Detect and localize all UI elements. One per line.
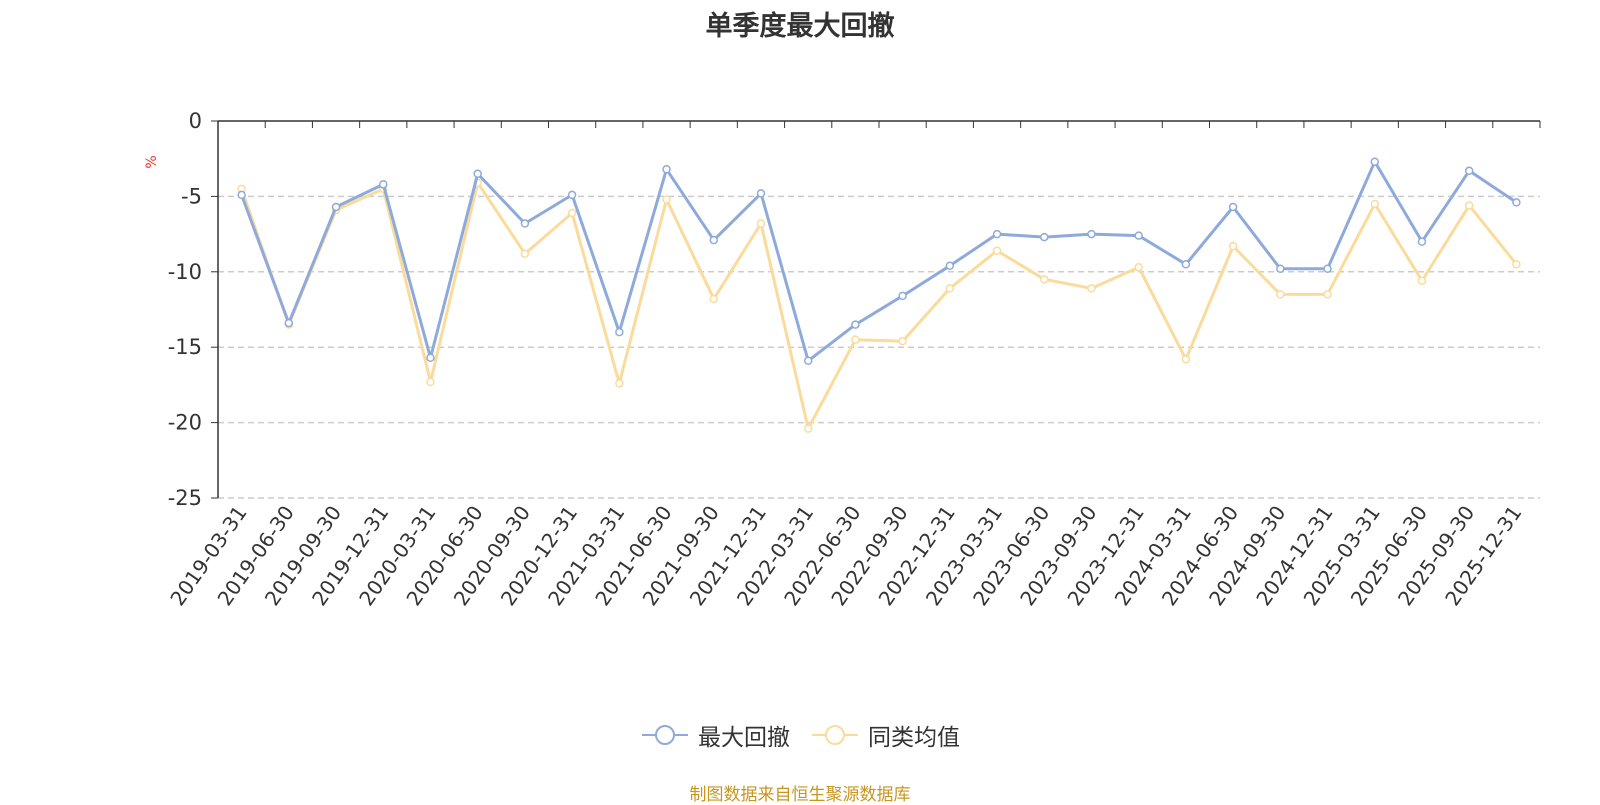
data-point: [1512, 198, 1521, 207]
series-line: [240, 160, 1518, 363]
data-point: [1040, 232, 1049, 242]
series-layer: [237, 157, 1521, 433]
data-point: [756, 219, 766, 228]
data-point: [945, 261, 955, 271]
axes: 0-5-10-15-20-252019-03-312019-06-302019-…: [165, 109, 1541, 610]
data-point: [992, 246, 1002, 255]
data-point: [1370, 157, 1379, 166]
data-point: [1417, 237, 1427, 246]
y-tick-label: 0: [189, 109, 202, 133]
data-point: [1323, 290, 1332, 299]
legend-label: 同类均值: [868, 725, 960, 751]
data-point: [520, 219, 530, 228]
data-point: [615, 379, 624, 388]
data-point: [851, 335, 860, 344]
data-point: [284, 318, 294, 328]
data-point: [1464, 166, 1474, 176]
data-point: [1040, 275, 1049, 284]
legend-line-circle-icon: [812, 725, 858, 745]
data-point: [1181, 260, 1191, 269]
y-tick-label: -5: [181, 184, 202, 208]
legend-item-peer-average[interactable]: 同类均值: [810, 718, 960, 752]
data-point: [898, 336, 907, 346]
data-point: [662, 165, 671, 174]
data-point: [1228, 241, 1238, 251]
y-tick-label: -25: [168, 486, 202, 510]
data-point: [1464, 201, 1474, 210]
source-note: 制图数据来自恒生聚源数据库: [689, 785, 911, 805]
data-point: [803, 356, 813, 366]
legend-line-circle-icon: [642, 725, 688, 745]
data-point: [662, 195, 671, 204]
legend: 最大回撤 同类均值: [0, 718, 1600, 752]
data-point: [709, 235, 718, 245]
data-point: [331, 202, 341, 212]
y-tick-label: -10: [168, 260, 202, 284]
data-point: [709, 294, 718, 304]
data-point: [473, 169, 482, 179]
data-point: [1087, 229, 1096, 239]
data-point: [1134, 263, 1143, 272]
y-axis-unit: %: [144, 155, 160, 168]
data-point: [1512, 260, 1521, 269]
data-point: [1276, 290, 1285, 299]
data-point: [567, 190, 577, 200]
data-point: [1417, 276, 1427, 286]
data-point: [1370, 199, 1379, 209]
y-tick-label: -15: [168, 335, 202, 359]
data-point: [1228, 202, 1238, 212]
series-line: [240, 181, 1518, 431]
data-point: [1134, 231, 1143, 240]
grid-lines: [218, 195, 1540, 499]
data-point: [898, 291, 907, 301]
data-point: [426, 353, 435, 363]
chart-title: 单季度最大回撤: [705, 11, 895, 42]
data-point: [803, 424, 813, 433]
data-point: [567, 208, 577, 218]
y-tick-label: -20: [168, 411, 202, 435]
data-point: [756, 189, 766, 198]
data-point: [1323, 264, 1332, 274]
data-point: [237, 190, 246, 200]
data-point: [426, 377, 435, 387]
legend-item-max-drawdown[interactable]: 最大回撤: [640, 718, 790, 752]
data-point: [945, 284, 955, 293]
legend-label: 最大回撤: [698, 725, 790, 751]
data-point: [1276, 264, 1285, 274]
data-point: [992, 229, 1002, 239]
data-point: [1087, 284, 1096, 293]
data-point: [379, 180, 388, 189]
data-point: [1181, 355, 1191, 364]
data-point: [851, 320, 860, 329]
data-point: [615, 327, 624, 337]
data-point: [520, 249, 530, 258]
